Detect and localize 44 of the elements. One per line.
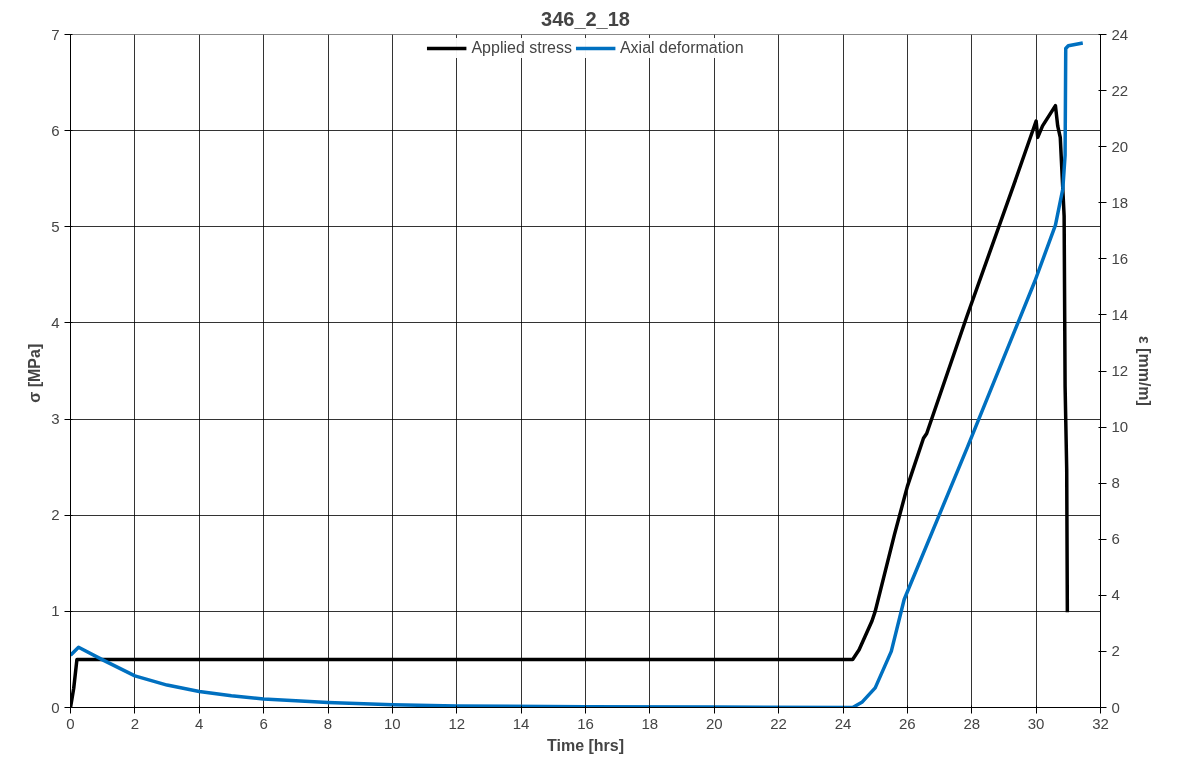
- x-tick-label: 0: [66, 714, 75, 732]
- y-tick-label: 5: [51, 217, 60, 235]
- y-tick-label: 2: [51, 506, 60, 524]
- y-tick-label: 1: [51, 602, 60, 620]
- y2-tick-label: 20: [1111, 137, 1129, 155]
- legend-label: Axial deformation: [619, 39, 744, 57]
- x-tick-label: 28: [963, 714, 981, 732]
- y2-tick-label: 10: [1111, 418, 1129, 436]
- x-tick-label: 20: [705, 714, 723, 732]
- x-tick-label: 2: [130, 714, 140, 732]
- x-tick-label: 22: [770, 714, 787, 732]
- x-tick-label: 30: [1027, 714, 1045, 732]
- y-tick-label: 7: [51, 25, 60, 43]
- x-tick-label: 18: [641, 714, 659, 732]
- y-tick-label: 4: [51, 313, 60, 331]
- y2-tick-label: 8: [1111, 474, 1120, 492]
- x-tick-label: 16: [577, 714, 594, 732]
- x-tick-label: 8: [323, 714, 333, 732]
- y2-tick-label: 2: [1111, 642, 1120, 660]
- y2-tick-label: 22: [1111, 81, 1129, 99]
- x-tick-label: 6: [259, 714, 268, 732]
- x-axis-title: Time [hrs]: [546, 736, 625, 754]
- y2-tick-label: 24: [1111, 25, 1129, 43]
- legend-label: Applied stress: [471, 39, 572, 57]
- y2-tick-label: 18: [1111, 193, 1129, 211]
- x-tick-label: 32: [1092, 714, 1109, 732]
- x-tick-label: 4: [195, 714, 204, 732]
- y2-tick-label: 4: [1111, 586, 1120, 604]
- x-tick-label: 26: [899, 714, 916, 732]
- y-tick-label: 3: [51, 410, 60, 428]
- chart-title: 346_2_18: [541, 7, 630, 30]
- y2-tick-label: 12: [1111, 362, 1129, 379]
- y-tick-label: 6: [51, 121, 60, 139]
- y2-tick-label: 14: [1111, 305, 1129, 323]
- y2-tick-label: 0: [1111, 698, 1120, 716]
- y2-tick-label: 6: [1111, 530, 1120, 548]
- y-tick-label: 0: [51, 698, 60, 716]
- x-tick-label: 14: [512, 714, 530, 732]
- x-tick-label: 12: [448, 714, 466, 732]
- x-tick-label: 24: [834, 714, 852, 732]
- y2-tick-label: 16: [1111, 249, 1129, 267]
- y2-axis-title: ε [mm/m]: [1136, 336, 1154, 406]
- y-axis-title: σ [MPa]: [26, 343, 44, 403]
- x-tick-label: 10: [384, 714, 401, 732]
